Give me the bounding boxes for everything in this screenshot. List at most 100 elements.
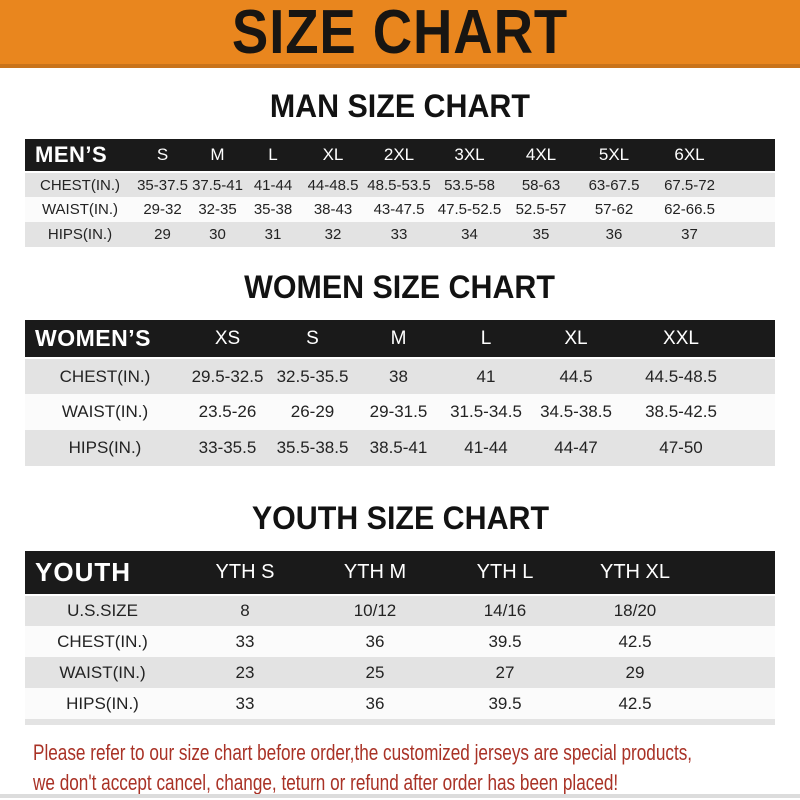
size-value-cell: 29-32	[143, 201, 182, 218]
size-value-cell: 30	[209, 226, 226, 243]
size-value-cell: 33	[235, 693, 255, 713]
size-column-header: 2XL	[365, 139, 433, 173]
size-value-cell: 18/20	[613, 601, 657, 620]
spacer-cell	[740, 394, 775, 430]
size-value-cell: 43-47.5	[373, 201, 425, 218]
size-column-header: YTH S	[180, 551, 310, 596]
size-column-header: L	[245, 139, 301, 173]
size-value-cell: 8	[240, 601, 250, 620]
row-label: WAIST(IN.)	[61, 402, 149, 421]
size-value-cell: 36	[605, 226, 623, 243]
size-value-cell: 26-29	[290, 402, 335, 421]
size-value-cell: 47-50	[659, 438, 703, 457]
table-row: WAIST(IN.) 23 25 27 29	[25, 657, 775, 688]
spacer-cell	[700, 688, 775, 719]
spacer-cell	[727, 197, 775, 222]
row-label: U.S.SIZE	[67, 601, 138, 620]
header-row: YOUTH YTH S YTH M YTH L YTH XL	[25, 551, 775, 596]
size-value-cell: 36	[365, 693, 385, 713]
size-value-cell: 33-35.5	[198, 438, 257, 457]
size-value-cell: 35	[532, 226, 550, 243]
size-column-header: YTH L	[440, 551, 570, 596]
size-column-header: XS	[185, 320, 270, 359]
table-row: HIPS(IN.) 29 30 31 32 33 34 35 36 37	[25, 222, 775, 247]
row-label: CHEST(IN.)	[57, 631, 148, 651]
table-row: WAIST(IN.) 29-32 32-35 35-38 38-43 43-47.5 47.…	[25, 197, 775, 222]
size-value-cell: 42.5	[618, 631, 652, 651]
row-label: WAIST(IN.)	[41, 201, 119, 218]
row-label: HIPS(IN.)	[68, 438, 142, 457]
size-value-cell: 38.5-41	[369, 438, 428, 457]
youth-section-heading: YOUTH SIZE CHART	[0, 502, 800, 534]
spacer-cell	[700, 551, 775, 596]
size-column-header: XL	[301, 139, 365, 173]
women-table-header: WOMEN’S XS S M L XL XXL	[25, 320, 775, 359]
table-row: CHEST(IN.) 33 36 39.5 42.5	[25, 626, 775, 657]
size-value-cell: 36	[365, 631, 385, 651]
size-value-cell: 41	[476, 366, 496, 386]
size-column-header: 4XL	[506, 139, 576, 173]
table-header-label: YOUTH	[25, 551, 180, 596]
disclaimer-line-2: we don't accept cancel, change, teturn o…	[33, 770, 619, 795]
size-value-cell: 29-31.5	[369, 402, 428, 421]
men-heading-text: MAN SIZE CHART	[269, 88, 531, 124]
size-chart-banner: SIZE CHART	[0, 0, 800, 68]
spacer-cell	[740, 430, 775, 466]
size-value-cell: 29	[154, 226, 171, 243]
disclaimer-note: Please refer to our size chart before or…	[33, 738, 782, 798]
men-section: MAN SIZE CHART MEN’S S M L XL 2XL 3XL 4XL 5XL 6XL…	[0, 90, 800, 247]
size-value-cell: 38	[389, 366, 408, 386]
women-table-body: CHEST(IN.) 29.5-32.5 32.5-35.5 38 41 44.5 44.5…	[25, 358, 775, 466]
size-value-cell: 34	[461, 226, 478, 243]
size-value-cell: 67.5-72	[664, 176, 715, 194]
size-value-cell: 44.5-48.5	[645, 366, 717, 386]
size-value-cell: 58-63	[521, 176, 561, 194]
spacer-cell	[700, 626, 775, 657]
women-section-heading: WOMEN SIZE CHART	[0, 271, 800, 303]
size-value-cell: 35-38	[253, 201, 293, 218]
spacer-cell	[727, 172, 775, 197]
size-value-cell: 44.5	[559, 366, 593, 386]
spacer-cell	[700, 595, 775, 626]
size-value-cell: 35-37.5	[137, 176, 188, 194]
size-value-cell: 63-67.5	[588, 176, 640, 194]
size-value-cell: 14/16	[483, 601, 527, 620]
youth-size-table: YOUTH YTH S YTH M YTH L YTH XL U.S.SIZE 8 10/1…	[25, 551, 775, 719]
size-column-header: M	[355, 320, 442, 359]
size-value-cell: 52.5-57	[515, 201, 567, 218]
spacer-cell	[700, 657, 775, 688]
size-column-header: L	[442, 320, 530, 359]
size-value-cell: 35.5-38.5	[276, 438, 349, 457]
men-table-header: MEN’S S M L XL 2XL 3XL 4XL 5XL 6XL	[25, 139, 775, 173]
youth-section: YOUTH SIZE CHART YOUTH YTH S YTH M YTH L YTH…	[0, 502, 800, 725]
men-section-heading: MAN SIZE CHART	[0, 90, 800, 122]
size-value-cell: 25	[365, 662, 385, 682]
youth-heading-text: YOUTH SIZE CHART	[251, 500, 549, 536]
table-row: CHEST(IN.) 35-37.5 37.5-41 41-44 44-48.5 48.5…	[25, 172, 775, 197]
row-label: CHEST(IN.)	[59, 366, 151, 386]
men-size-table: MEN’S S M L XL 2XL 3XL 4XL 5XL 6XL CHEST(IN.) 35-3…	[25, 139, 775, 247]
size-value-cell: 44-48.5	[307, 176, 359, 194]
row-label: HIPS(IN.)	[47, 226, 113, 243]
size-value-cell: 48.5-53.5	[367, 176, 431, 194]
size-value-cell: 53.5-58	[444, 176, 495, 194]
men-table-body: CHEST(IN.) 35-37.5 37.5-41 41-44 44-48.5 48.5…	[25, 172, 775, 247]
size-value-cell: 39.5	[488, 631, 522, 651]
youth-table-bottom-strip	[25, 719, 775, 725]
size-value-cell: 29	[625, 662, 645, 682]
size-value-cell: 31.5-34.5	[450, 402, 522, 421]
women-section: WOMEN SIZE CHART WOMEN’S XS S M L XL XXL CHEST…	[0, 271, 800, 466]
spacer-cell	[727, 139, 775, 173]
size-column-header: S	[135, 139, 190, 173]
size-value-cell: 34.5-38.5	[540, 402, 612, 421]
size-column-header: 6XL	[652, 139, 727, 173]
size-value-cell: 37.5-41	[192, 176, 243, 194]
size-column-header: YTH XL	[570, 551, 700, 596]
size-value-cell: 38.5-42.5	[645, 402, 717, 421]
size-value-cell: 37	[681, 226, 698, 243]
size-column-header: XXL	[622, 320, 740, 359]
size-value-cell: 32.5-35.5	[276, 366, 349, 386]
size-value-cell: 44-47	[554, 438, 598, 457]
size-value-cell: 23	[235, 662, 255, 682]
table-row: CHEST(IN.) 29.5-32.5 32.5-35.5 38 41 44.5 44.5…	[25, 358, 775, 394]
